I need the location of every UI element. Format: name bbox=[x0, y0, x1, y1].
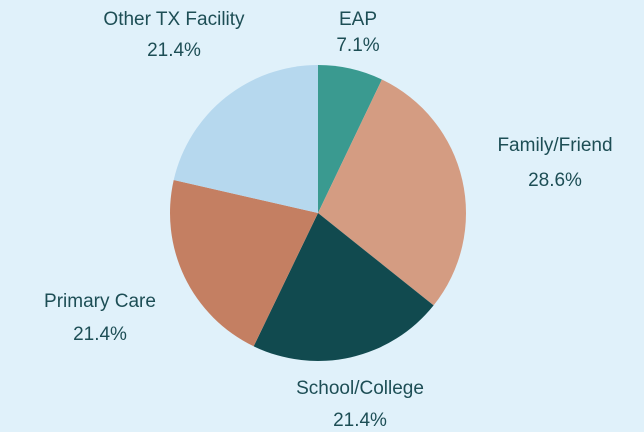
pie-slice bbox=[318, 79, 466, 306]
slice-value-label: 7.1% bbox=[336, 35, 379, 56]
slice-value-label: 21.4% bbox=[333, 410, 387, 431]
pie-slice bbox=[170, 180, 318, 347]
slice-value-label: 21.4% bbox=[73, 324, 127, 345]
pie-slice bbox=[253, 213, 434, 361]
slice-label: Primary Care bbox=[44, 291, 156, 312]
pie-slice bbox=[173, 65, 318, 213]
slice-label: School/College bbox=[296, 378, 424, 399]
pie-slice bbox=[318, 65, 382, 213]
slice-value-label: 28.6% bbox=[528, 170, 582, 191]
slice-value-label: 21.4% bbox=[147, 40, 201, 61]
slice-label: Other TX Facility bbox=[103, 9, 245, 30]
slice-label: Family/Friend bbox=[497, 135, 612, 156]
slice-label: EAP bbox=[339, 9, 377, 30]
